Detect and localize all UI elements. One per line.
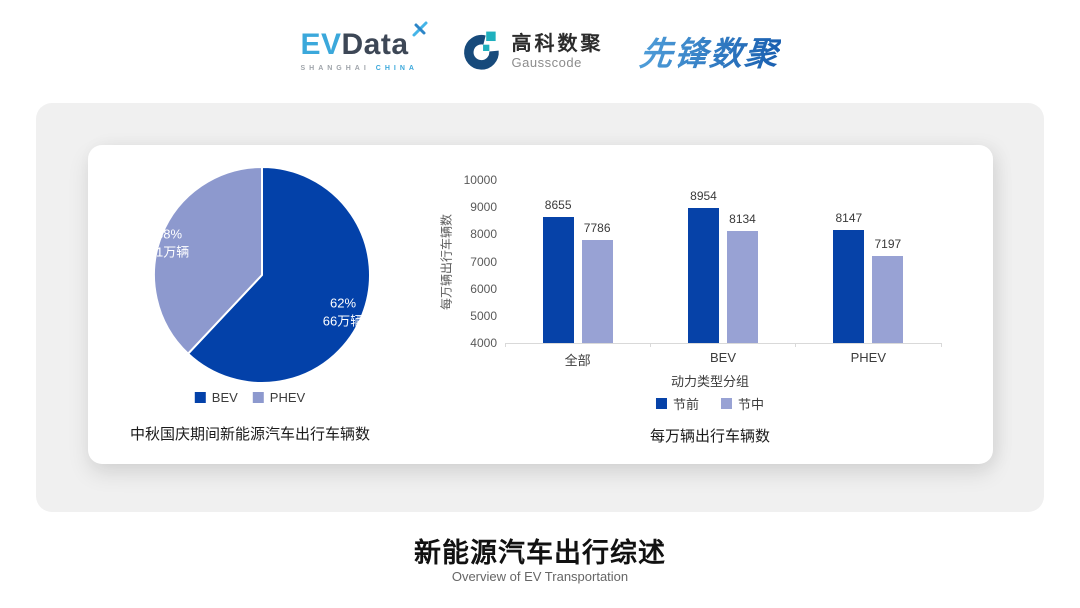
gausscode-cn-text: 高科数聚	[511, 32, 604, 55]
legend-item-节中: 节中	[721, 394, 764, 413]
legend-swatch-节中	[721, 398, 732, 409]
x-axis-line	[505, 343, 941, 344]
pie-chart-title: 中秋国庆期间新能源汽车出行车辆数	[129, 426, 371, 443]
bar-value-节前-PHEV: 8147	[835, 211, 863, 226]
pie-slice-PHEV	[153, 166, 263, 355]
y-tick-label-8000: 8000	[470, 227, 497, 242]
pie-legend: BEV PHEV	[194, 390, 306, 405]
bar-value-节中-全部: 7786	[583, 221, 611, 236]
bar-legend: 节前 节中	[655, 394, 764, 413]
xianfeng-logo: 先锋数聚	[637, 27, 782, 75]
legend-label: 节中	[738, 397, 765, 412]
y-tick-label-4000: 4000	[470, 336, 497, 350]
bar-节前-全部	[542, 216, 574, 343]
evdata-subtitle: SHANGHAI CHINA	[300, 65, 417, 72]
pie-label-BEV: 62% 66万辆	[323, 294, 363, 329]
y-tick-label-10000: 10000	[463, 173, 497, 187]
evdata-wordmark: EVData	[300, 21, 428, 61]
y-tick-label-6000: 6000	[470, 281, 497, 296]
x-axis-tick	[795, 343, 797, 347]
evdata-logo: EVData SHANGHAI CHINA	[300, 21, 428, 72]
bar-节中-BEV	[727, 230, 758, 343]
bar-value-节中-BEV: 8134	[729, 211, 756, 226]
bar-value-节前-BEV: 8954	[690, 189, 717, 204]
category-label-全部: 全部	[564, 353, 591, 368]
pie-percent-label: 62%	[329, 295, 357, 311]
bar-x-axis-label: 动力类型分组	[670, 374, 750, 389]
x-axis-tick	[504, 343, 506, 347]
evdata-data-text: Data	[341, 28, 409, 61]
header-logos: EVData SHANGHAI CHINA 高科数聚 Gausscode 先锋数…	[0, 0, 1080, 102]
gausscode-en-text: Gausscode	[511, 54, 582, 70]
bar-节前-PHEV	[833, 230, 865, 343]
legend-swatch-节前	[655, 398, 667, 409]
pie-svg	[153, 166, 371, 384]
legend-label: 节前	[672, 397, 699, 412]
x-axis-tick	[649, 343, 651, 347]
pie-label-PHEV: 38% 41万辆	[149, 225, 189, 260]
legend-swatch-PHEV	[252, 392, 264, 403]
evdata-china-text: CHINA	[375, 65, 418, 72]
evdata-shanghai-text: SHANGHAI	[300, 65, 370, 72]
gausscode-text: 高科数聚 Gausscode	[512, 33, 604, 70]
bar-value-节前-全部: 8655	[544, 197, 572, 212]
y-tick-label-9000: 9000	[470, 200, 497, 215]
legend-label: BEV	[211, 390, 238, 405]
category-label-PHEV: PHEV	[850, 350, 887, 365]
evdata-ev-text: EV	[300, 28, 342, 61]
legend-item-PHEV: PHEV	[252, 390, 306, 405]
x-axis-tick	[940, 343, 942, 347]
bar-节中-全部	[581, 240, 613, 343]
bar-chart-title: 每万辆出行车辆数	[649, 428, 771, 445]
evdata-x-icon	[412, 21, 428, 37]
pie-slice-BEV	[187, 166, 371, 384]
legend-item-BEV: BEV	[194, 390, 238, 405]
category-label-BEV: BEV	[709, 350, 736, 365]
page-subtitle: Overview of EV Transportation	[451, 569, 629, 584]
y-tick-label-5000: 5000	[470, 308, 497, 323]
legend-swatch-BEV	[194, 392, 206, 403]
gausscode-logo: 高科数聚 Gausscode	[461, 30, 604, 72]
charts-card: BEV PHEV 中秋国庆期间新能源汽车出行车辆数 每万辆出行车辆数 动力类型分组…	[88, 145, 993, 464]
pie-percent-label: 38%	[155, 226, 183, 242]
bar-节前-BEV	[688, 208, 719, 343]
legend-item-节前: 节前	[655, 394, 699, 413]
pie-amount-label: 41万辆	[148, 244, 190, 259]
gausscode-g-icon	[463, 31, 499, 70]
y-tick-label-7000: 7000	[470, 254, 497, 269]
bar-节中-PHEV	[872, 256, 904, 343]
bar-value-节中-PHEV: 7197	[874, 237, 902, 252]
legend-label: PHEV	[269, 390, 306, 405]
pie-amount-label: 66万辆	[322, 313, 364, 328]
page-title: 新能源汽车出行综述	[414, 538, 666, 568]
summary-panel: BEV PHEV 中秋国庆期间新能源汽车出行车辆数 每万辆出行车辆数 动力类型分组…	[36, 103, 1044, 512]
